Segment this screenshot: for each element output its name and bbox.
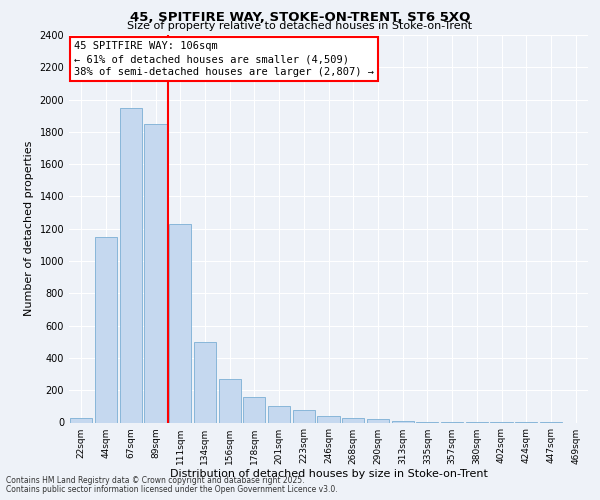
Bar	[218, 379, 241, 422]
Bar	[119, 108, 142, 422]
Bar	[268, 406, 290, 422]
Bar	[342, 418, 364, 422]
Bar	[392, 421, 414, 422]
Text: 45 SPITFIRE WAY: 106sqm
← 61% of detached houses are smaller (4,509)
38% of semi: 45 SPITFIRE WAY: 106sqm ← 61% of detache…	[74, 41, 374, 77]
Bar	[194, 342, 216, 422]
Bar	[70, 418, 92, 422]
Text: Size of property relative to detached houses in Stoke-on-Trent: Size of property relative to detached ho…	[127, 21, 473, 31]
Bar	[145, 124, 167, 422]
Bar	[317, 416, 340, 422]
Bar	[243, 398, 265, 422]
Bar	[95, 237, 117, 422]
Y-axis label: Number of detached properties: Number of detached properties	[24, 141, 34, 316]
Text: 45, SPITFIRE WAY, STOKE-ON-TRENT, ST6 5XQ: 45, SPITFIRE WAY, STOKE-ON-TRENT, ST6 5X…	[130, 11, 470, 24]
Bar	[367, 420, 389, 422]
Bar	[293, 410, 315, 422]
Text: Contains HM Land Registry data © Crown copyright and database right 2025.: Contains HM Land Registry data © Crown c…	[6, 476, 305, 485]
Text: Contains public sector information licensed under the Open Government Licence v3: Contains public sector information licen…	[6, 485, 338, 494]
Bar	[169, 224, 191, 422]
X-axis label: Distribution of detached houses by size in Stoke-on-Trent: Distribution of detached houses by size …	[170, 470, 487, 480]
